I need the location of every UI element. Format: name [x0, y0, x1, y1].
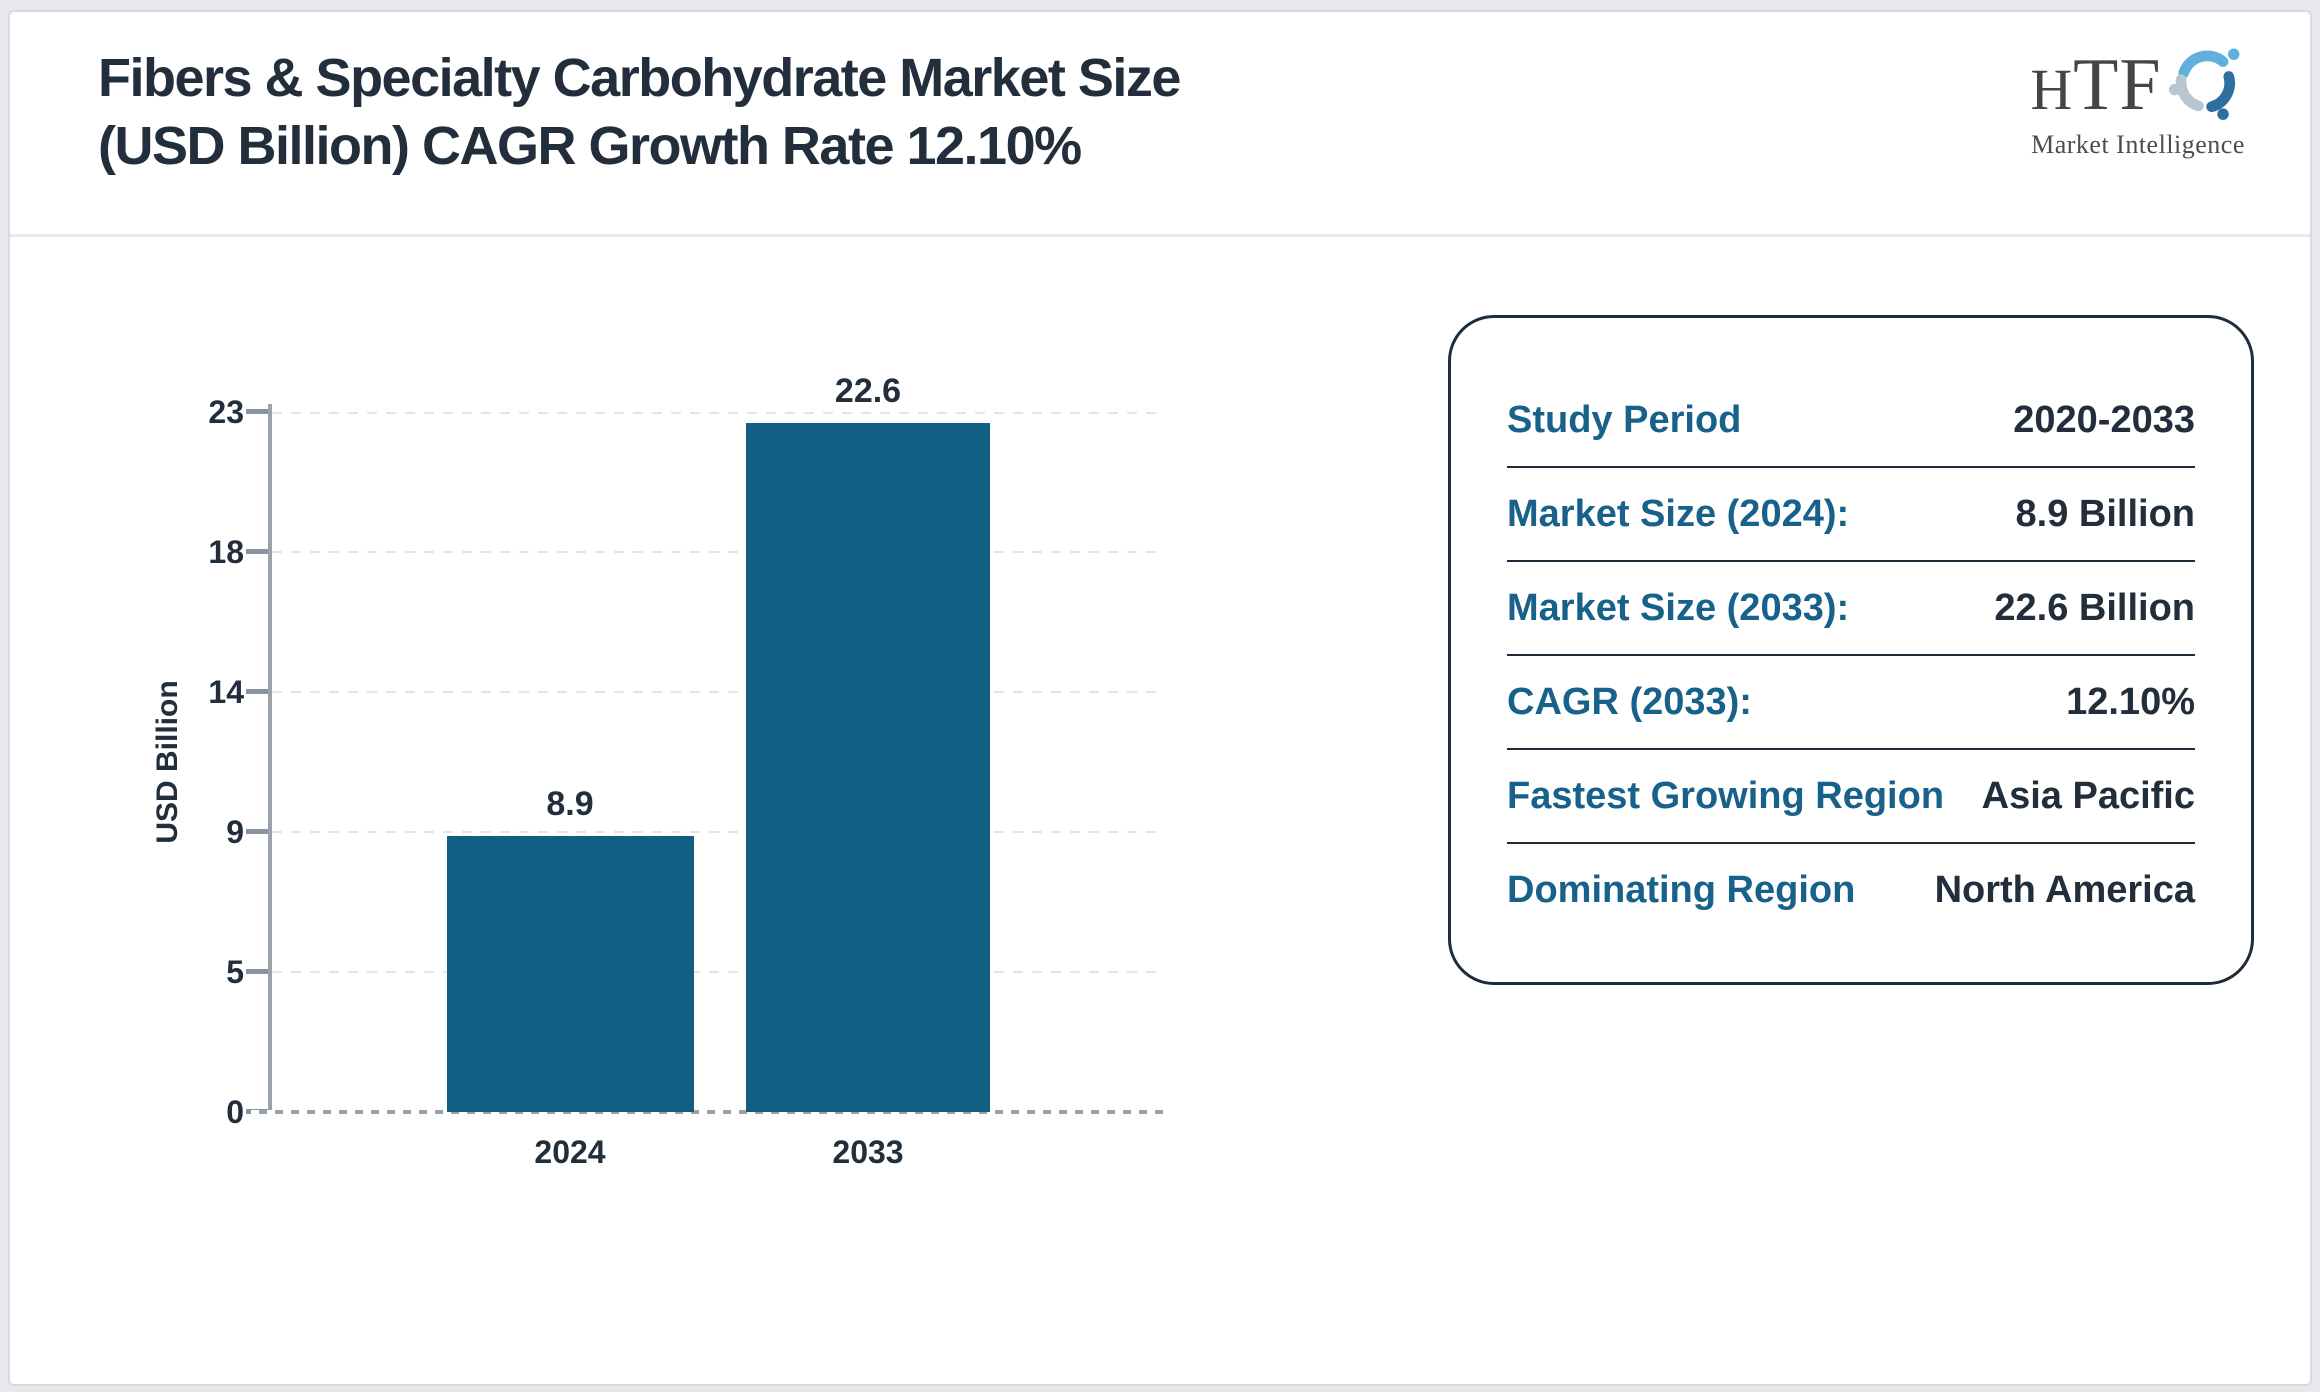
brand-text: HTF	[2030, 44, 2162, 126]
summary-card: Study Period 2020-2033 Market Size (2024…	[1448, 315, 2254, 985]
y-tick-mark	[246, 409, 270, 414]
summary-row-value: 2020-2033	[2013, 398, 2195, 441]
y-tick-label: 5	[226, 954, 244, 990]
y-tick-mark	[246, 969, 270, 974]
brand-tagline: Market Intelligence	[2031, 130, 2245, 159]
gridline	[272, 971, 1160, 973]
summary-row-label: Market Size (2033):	[1507, 586, 1850, 629]
bar-chart: USD Billion 23 18 14 9 5 0 8.9 22.6 2024…	[150, 342, 1250, 1242]
y-tick-label: 0	[226, 1094, 244, 1130]
x-tick-label: 2033	[832, 1134, 904, 1170]
bar-value-label: 8.9	[546, 784, 594, 823]
summary-row-value: 12.10%	[2066, 680, 2195, 723]
bar-value-label: 22.6	[834, 372, 902, 411]
page-container: Fibers & Specialty Carbohydrate Market S…	[8, 10, 2312, 1386]
summary-row: Market Size (2033): 22.6 Billion	[1507, 562, 2195, 656]
plot-area: 8.9 22.6	[251, 372, 1165, 1114]
summary-row-value: Asia Pacific	[1981, 774, 2195, 817]
summary-row: Dominating Region North America	[1507, 844, 2195, 936]
y-tick-label: 9	[226, 814, 244, 850]
page-title-line2: (USD Billion) CAGR Growth Rate 12.10%	[98, 116, 1082, 176]
y-tick-mark	[246, 689, 270, 694]
bar	[746, 423, 990, 1112]
y-axis-line	[268, 404, 272, 1114]
x-axis-line	[251, 1110, 1165, 1114]
summary-row: Market Size (2024): 8.9 Billion	[1507, 468, 2195, 562]
brand-logo-top: HTF	[2018, 42, 2258, 128]
summary-row-label: Study Period	[1507, 398, 1742, 441]
header-divider	[10, 234, 2310, 237]
gridline	[272, 551, 1160, 553]
summary-row-label: Dominating Region	[1507, 868, 1856, 911]
summary-row-value: 8.9 Billion	[2015, 492, 2195, 535]
summary-row: Fastest Growing Region Asia Pacific	[1507, 750, 2195, 844]
gridline	[272, 691, 1160, 693]
summary-row: Study Period 2020-2033	[1507, 374, 2195, 468]
bar	[447, 835, 694, 1112]
y-tick-label: 14	[208, 674, 244, 710]
summary-row-value: North America	[1934, 868, 2195, 911]
page-title-line1: Fibers & Specialty Carbohydrate Market S…	[98, 48, 1181, 108]
people-swirl-icon	[2168, 48, 2239, 120]
x-tick-label: 2024	[534, 1134, 606, 1170]
brand-logo: HTF Market Intelligence	[2018, 42, 2258, 160]
y-tick-label: 23	[208, 394, 244, 430]
summary-row-label: CAGR (2033):	[1507, 680, 1752, 723]
y-tick-mark	[246, 829, 270, 834]
y-tick-label: 18	[208, 534, 244, 570]
gridline	[272, 412, 1160, 414]
summary-row-label: Fastest Growing Region	[1507, 774, 1945, 817]
y-tick-mark	[246, 549, 270, 554]
summary-row-value: 22.6 Billion	[1994, 586, 2195, 629]
summary-row: CAGR (2033): 12.10%	[1507, 656, 2195, 750]
page-title: Fibers & Specialty Carbohydrate Market S…	[98, 44, 1181, 180]
gridline	[272, 831, 1160, 833]
summary-row-label: Market Size (2024):	[1507, 492, 1850, 535]
